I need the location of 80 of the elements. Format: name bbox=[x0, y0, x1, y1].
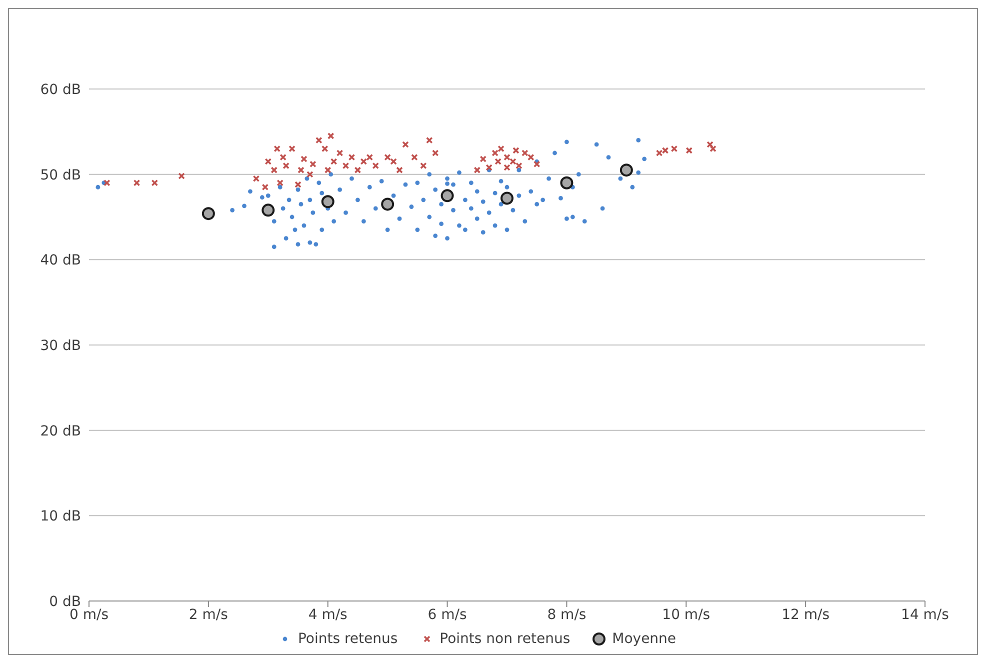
point bbox=[274, 145, 280, 152]
y-tick-label: 20 dB bbox=[40, 423, 81, 440]
legend-label: Moyenne bbox=[612, 631, 676, 647]
point bbox=[252, 175, 260, 182]
point bbox=[202, 207, 215, 220]
x-tick-label: 12 m/s bbox=[782, 606, 830, 623]
point bbox=[504, 164, 510, 171]
point bbox=[276, 179, 284, 186]
point bbox=[432, 150, 439, 156]
point bbox=[294, 181, 302, 188]
point bbox=[366, 154, 374, 161]
point bbox=[336, 150, 344, 156]
y-tick-label: 60 dB bbox=[40, 82, 81, 98]
point bbox=[324, 166, 332, 174]
point bbox=[390, 158, 397, 165]
point bbox=[262, 204, 275, 217]
point bbox=[670, 145, 678, 152]
point bbox=[396, 166, 403, 174]
x-tick-label: 14 m/s bbox=[901, 606, 949, 623]
point bbox=[512, 147, 520, 154]
point bbox=[381, 198, 394, 211]
point bbox=[310, 160, 316, 168]
point bbox=[516, 162, 522, 170]
point bbox=[316, 136, 322, 144]
x-tick-label: 8 m/s bbox=[547, 606, 586, 623]
point bbox=[498, 145, 504, 152]
y-tick-label: 30 dB bbox=[40, 338, 81, 354]
point bbox=[280, 154, 286, 161]
point bbox=[527, 154, 534, 161]
x-tick-label: 2 m/s bbox=[188, 606, 228, 623]
point bbox=[178, 172, 185, 180]
legend-label: Points retenus bbox=[298, 631, 398, 647]
point bbox=[522, 150, 528, 156]
x-tick-label: 10 m/s bbox=[662, 606, 710, 623]
point bbox=[384, 154, 391, 161]
y-tick-label: 10 dB bbox=[40, 508, 81, 525]
point bbox=[372, 162, 380, 170]
point bbox=[330, 158, 338, 165]
legend-label: Points non retenus bbox=[440, 631, 570, 647]
point bbox=[480, 156, 487, 162]
point bbox=[510, 158, 516, 165]
point bbox=[500, 192, 514, 205]
point bbox=[426, 136, 433, 144]
point bbox=[402, 141, 409, 148]
point bbox=[620, 164, 633, 177]
x-tick-label: 4 m/s bbox=[308, 606, 348, 623]
point bbox=[354, 166, 362, 174]
point bbox=[282, 162, 290, 170]
point bbox=[300, 156, 308, 162]
point bbox=[264, 158, 272, 165]
point bbox=[270, 166, 278, 174]
point bbox=[706, 141, 714, 148]
y-tick-label: 50 dB bbox=[40, 167, 81, 184]
point bbox=[440, 189, 454, 202]
point bbox=[504, 154, 510, 161]
point bbox=[486, 164, 492, 171]
point bbox=[133, 179, 140, 186]
point bbox=[686, 147, 693, 154]
point bbox=[327, 132, 334, 140]
point bbox=[710, 145, 716, 152]
point bbox=[474, 166, 481, 174]
point bbox=[104, 179, 110, 186]
point bbox=[342, 162, 350, 170]
point bbox=[420, 162, 427, 170]
y-tick-label: 40 dB bbox=[40, 252, 81, 269]
point bbox=[533, 160, 540, 168]
point bbox=[411, 154, 418, 161]
point bbox=[262, 184, 269, 191]
point bbox=[321, 145, 328, 152]
point bbox=[306, 170, 314, 178]
point bbox=[360, 158, 368, 165]
point bbox=[321, 195, 334, 208]
point bbox=[298, 166, 304, 174]
point bbox=[560, 176, 574, 190]
point bbox=[288, 145, 296, 152]
point bbox=[348, 154, 356, 161]
x-tick-label: 6 m/s bbox=[428, 606, 467, 623]
point bbox=[494, 158, 502, 165]
point bbox=[492, 150, 498, 156]
point bbox=[151, 179, 158, 186]
